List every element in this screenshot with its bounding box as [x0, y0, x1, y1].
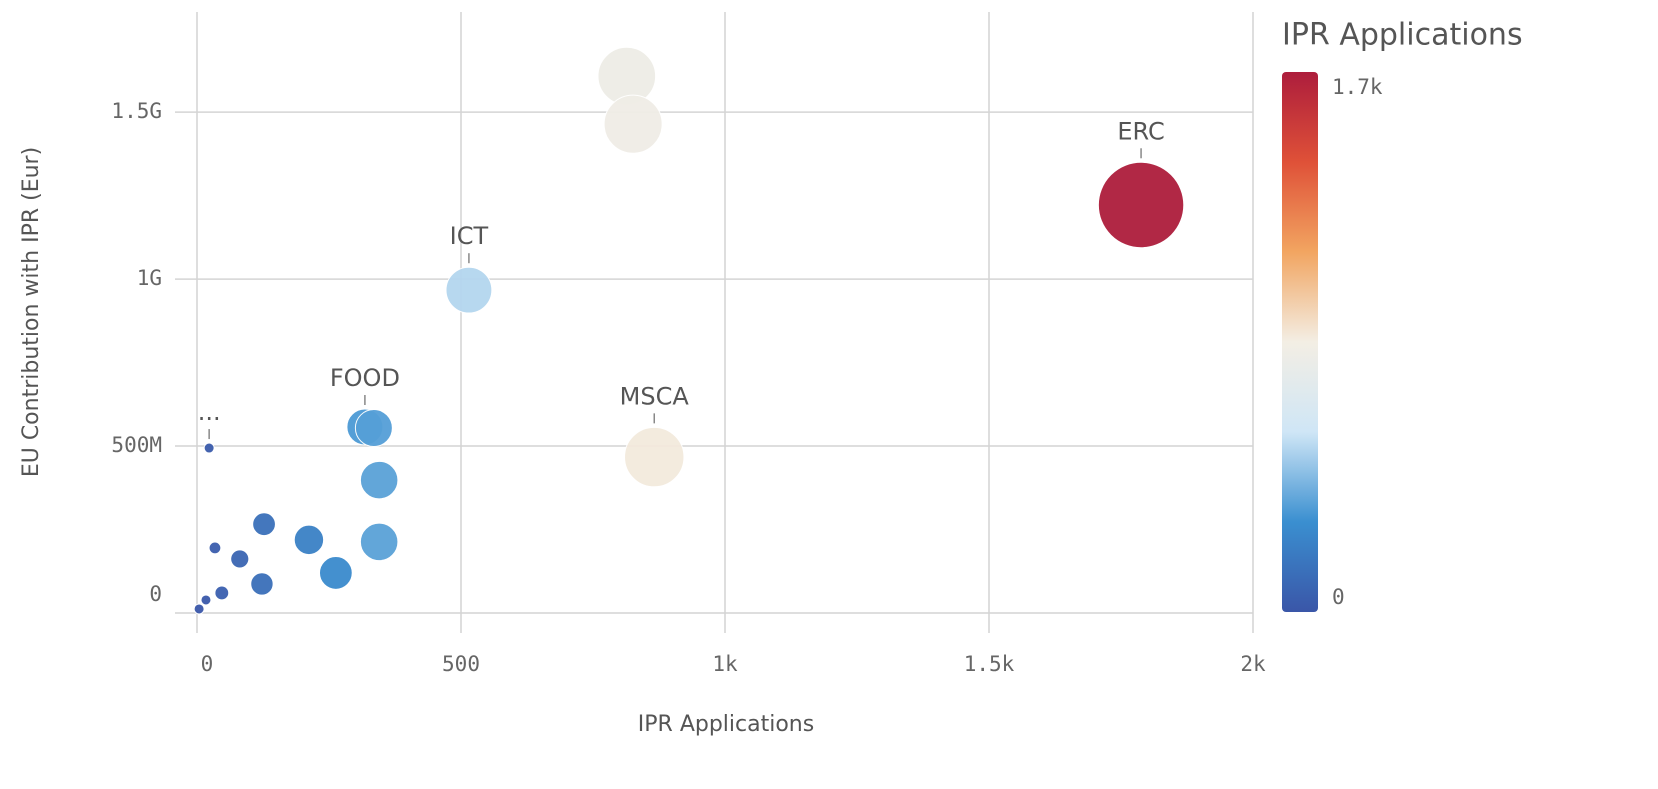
bubble — [230, 549, 250, 569]
bubble — [1097, 161, 1185, 249]
y-tick-label: 0 — [149, 582, 162, 606]
bubble — [252, 512, 276, 537]
x-tick-label: 1.5k — [964, 652, 1015, 676]
bubble — [208, 541, 222, 555]
bubble — [200, 594, 212, 606]
bubble — [445, 266, 493, 314]
point-label: ICT — [450, 222, 489, 250]
x-tick-label: 1k — [712, 652, 738, 676]
bubble — [603, 94, 663, 154]
bubble — [359, 522, 399, 562]
color-tick-label: 0 — [1332, 585, 1345, 609]
bubble — [214, 585, 230, 601]
point-label: ERC — [1117, 117, 1164, 145]
bubble — [354, 409, 393, 448]
point-label: ... — [198, 398, 221, 426]
x-axis-label: IPR Applications — [638, 712, 814, 737]
bubble — [318, 556, 353, 590]
bubble — [624, 426, 685, 488]
y-tick-label: 1G — [137, 266, 162, 290]
bubble — [359, 460, 399, 500]
bubble — [193, 603, 205, 615]
x-tick-label: 0 — [201, 652, 214, 676]
y-tick-label: 1.5G — [111, 99, 162, 123]
color-tick-label: 1.7k — [1332, 75, 1383, 99]
legend-title: IPR Applications — [1282, 18, 1523, 53]
point-label: FOOD — [330, 364, 400, 392]
bubble — [293, 524, 325, 556]
x-tick-label: 2k — [1240, 652, 1266, 676]
y-axis-label: EU Contribution with IPR (Eur) — [19, 147, 44, 477]
color-bar — [1282, 72, 1318, 612]
point-label: MSCA — [620, 382, 690, 410]
bubble — [250, 572, 274, 596]
bubble — [203, 442, 215, 454]
x-tick-label: 500 — [442, 652, 480, 676]
y-tick-label: 500M — [111, 433, 162, 457]
